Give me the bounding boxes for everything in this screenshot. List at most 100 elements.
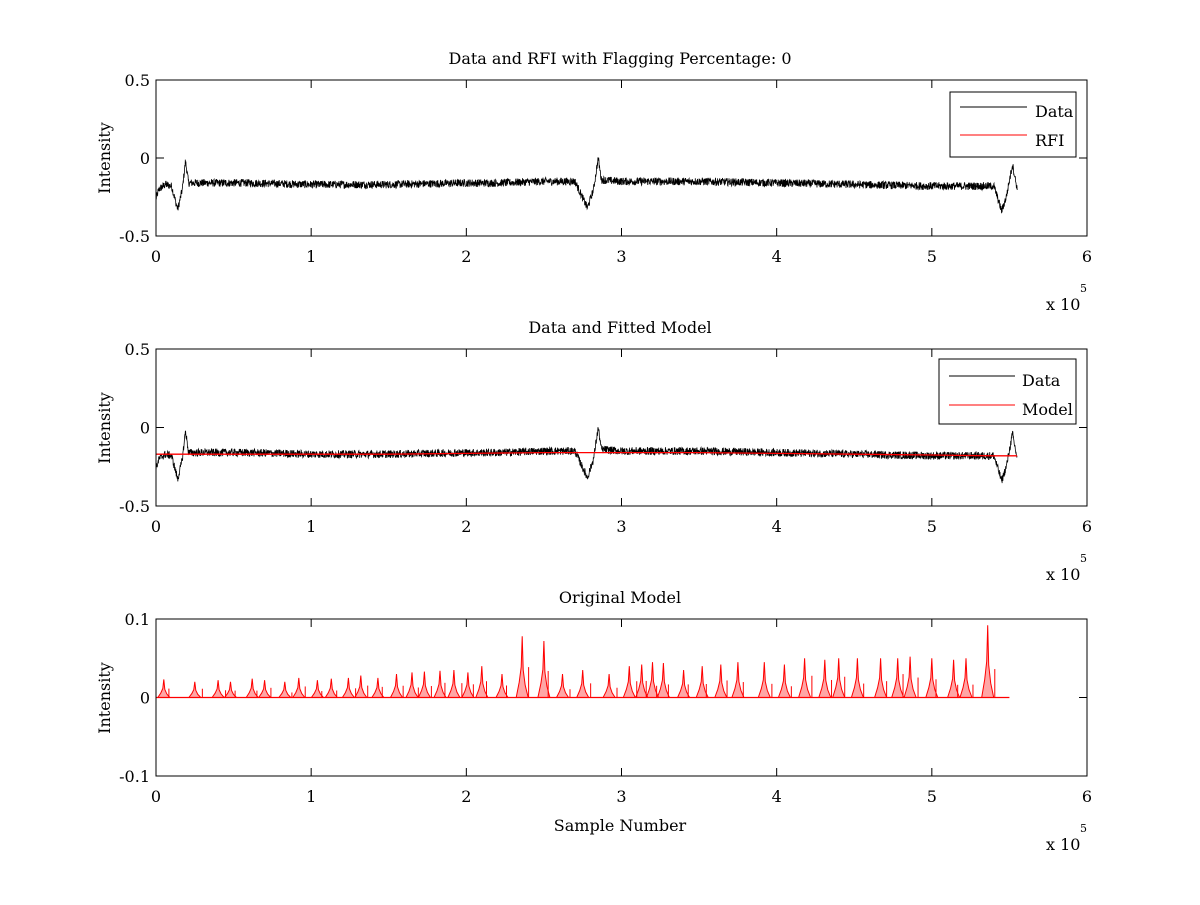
- model-spike: [157, 679, 171, 698]
- x-tick-label: 1: [306, 787, 316, 806]
- series-line-data: [155, 427, 1018, 484]
- model-spike: [447, 669, 461, 698]
- subplot-3-ylabel: Intensity: [95, 662, 114, 734]
- y-tick-label: 0: [140, 689, 150, 708]
- subplot-1-x-multiplier: x 10: [1046, 295, 1080, 314]
- model-spike: [537, 640, 551, 698]
- x-tick-label: 0: [151, 247, 161, 266]
- model-spike: [310, 680, 324, 698]
- model-spike: [188, 681, 202, 698]
- model-spike: [354, 675, 368, 698]
- model-spike: [959, 658, 973, 698]
- subplot-2-x-multiplier-exp: 5: [1080, 552, 1087, 565]
- x-tick-label: 4: [772, 247, 782, 266]
- x-tick-label: 1: [306, 247, 316, 266]
- x-tick-label: 6: [1082, 517, 1092, 536]
- x-tick-label: 4: [772, 787, 782, 806]
- y-tick-label: 0.1: [125, 610, 150, 629]
- y-tick-label: -0.5: [119, 497, 150, 516]
- subplot-3: Original Model Intensity 0 1 2 3 4 5 6-0.100.1…: [95, 588, 1092, 854]
- subplot-1-legend-label-data: Data: [1035, 102, 1074, 121]
- subplot-2-plot-area: [155, 427, 1018, 484]
- y-tick-label: 0.5: [125, 340, 150, 359]
- x-tick-label: 3: [616, 787, 626, 806]
- model-spike: [475, 666, 489, 698]
- model-spike: [278, 681, 292, 698]
- model-spike: [622, 666, 636, 698]
- subplot-1: Data and RFI with Flagging Percentage: 0…: [95, 49, 1092, 314]
- subplot-2: Data and Fitted Model Intensity 0 1 2 3 4 5 6 -…: [95, 318, 1092, 584]
- model-spike: [224, 681, 237, 698]
- x-tick-label: 5: [927, 517, 937, 536]
- model-spike: [371, 677, 385, 698]
- subplot-1-legend: Data RFI: [949, 91, 1077, 158]
- subplot-1-legend-box: [949, 91, 1077, 158]
- x-tick-label: 5: [927, 247, 937, 266]
- subplot-1-title: Data and RFI with Flagging Percentage: 0: [448, 49, 791, 68]
- model-spike: [947, 659, 961, 698]
- subplot-2-legend-label-data: Data: [1022, 371, 1061, 390]
- x-tick-label: 3: [616, 247, 626, 266]
- model-spike: [341, 677, 355, 698]
- x-tick-label: 5: [927, 787, 937, 806]
- subplot-3-plot-area: [156, 625, 1010, 699]
- model-spike: [925, 658, 939, 698]
- model-spike: [515, 636, 529, 698]
- subplot-2-legend-label-model: Model: [1022, 400, 1073, 419]
- subplot-2-legend-box: [938, 358, 1077, 425]
- model-spike: [874, 658, 888, 698]
- model-spike: [390, 673, 403, 698]
- model-spike: [646, 662, 659, 698]
- model-spike: [576, 669, 590, 698]
- subplot-1-ylabel: Intensity: [95, 122, 114, 194]
- model-spike: [818, 659, 832, 698]
- subplot-1-plot-area: [155, 157, 1018, 214]
- subplot-2-ticks: 0 1 2 3 4 5 6-0.500.5: [119, 340, 1092, 536]
- model-spike: [714, 664, 728, 698]
- model-spike: [731, 662, 745, 698]
- subplot-2-legend: Data Model: [938, 358, 1077, 425]
- subplot-3-x-multiplier-exp: 5: [1080, 822, 1087, 835]
- model-spike: [292, 677, 306, 698]
- model-spike: [891, 658, 905, 698]
- x-tick-label: 6: [1082, 247, 1092, 266]
- model-spike: [832, 658, 846, 698]
- model-spike: [757, 662, 771, 698]
- model-spike: [602, 673, 616, 698]
- model-spike: [695, 666, 709, 698]
- model-spike: [211, 680, 225, 698]
- subplot-3-x-multiplier: x 10: [1046, 835, 1080, 854]
- subplot-1-legend-label-rfi: RFI: [1035, 131, 1064, 150]
- subplot-3-title: Original Model: [559, 588, 681, 607]
- model-spike: [417, 671, 431, 698]
- model-spike: [677, 669, 691, 698]
- model-spike: [798, 658, 812, 698]
- model-spike: [981, 625, 995, 698]
- x-tick-label: 2: [461, 517, 471, 536]
- subplot-3-xlabel: Sample Number: [554, 816, 687, 835]
- x-tick-label: 6: [1082, 787, 1092, 806]
- series-line-model: [156, 451, 1018, 457]
- series-line-data: [155, 157, 1018, 214]
- model-spike: [903, 656, 917, 698]
- subplot-2-axes-box: [155, 348, 1088, 507]
- y-tick-label: 0: [140, 149, 150, 168]
- x-tick-label: 4: [772, 517, 782, 536]
- model-spike: [405, 672, 419, 698]
- model-spike: [635, 664, 649, 698]
- model-spike: [850, 658, 864, 698]
- model-spike: [495, 673, 509, 698]
- model-spike: [461, 672, 475, 698]
- model-spike: [777, 664, 791, 698]
- model-spike: [258, 680, 271, 698]
- subplot-2-title: Data and Fitted Model: [528, 318, 711, 337]
- subplot-2-ylabel: Intensity: [95, 392, 114, 464]
- model-spike: [556, 673, 569, 698]
- subplot-2-x-multiplier: x 10: [1046, 565, 1080, 584]
- model-spike: [324, 678, 338, 698]
- x-tick-label: 1: [306, 517, 316, 536]
- x-tick-label: 2: [461, 787, 471, 806]
- x-tick-label: 0: [151, 517, 161, 536]
